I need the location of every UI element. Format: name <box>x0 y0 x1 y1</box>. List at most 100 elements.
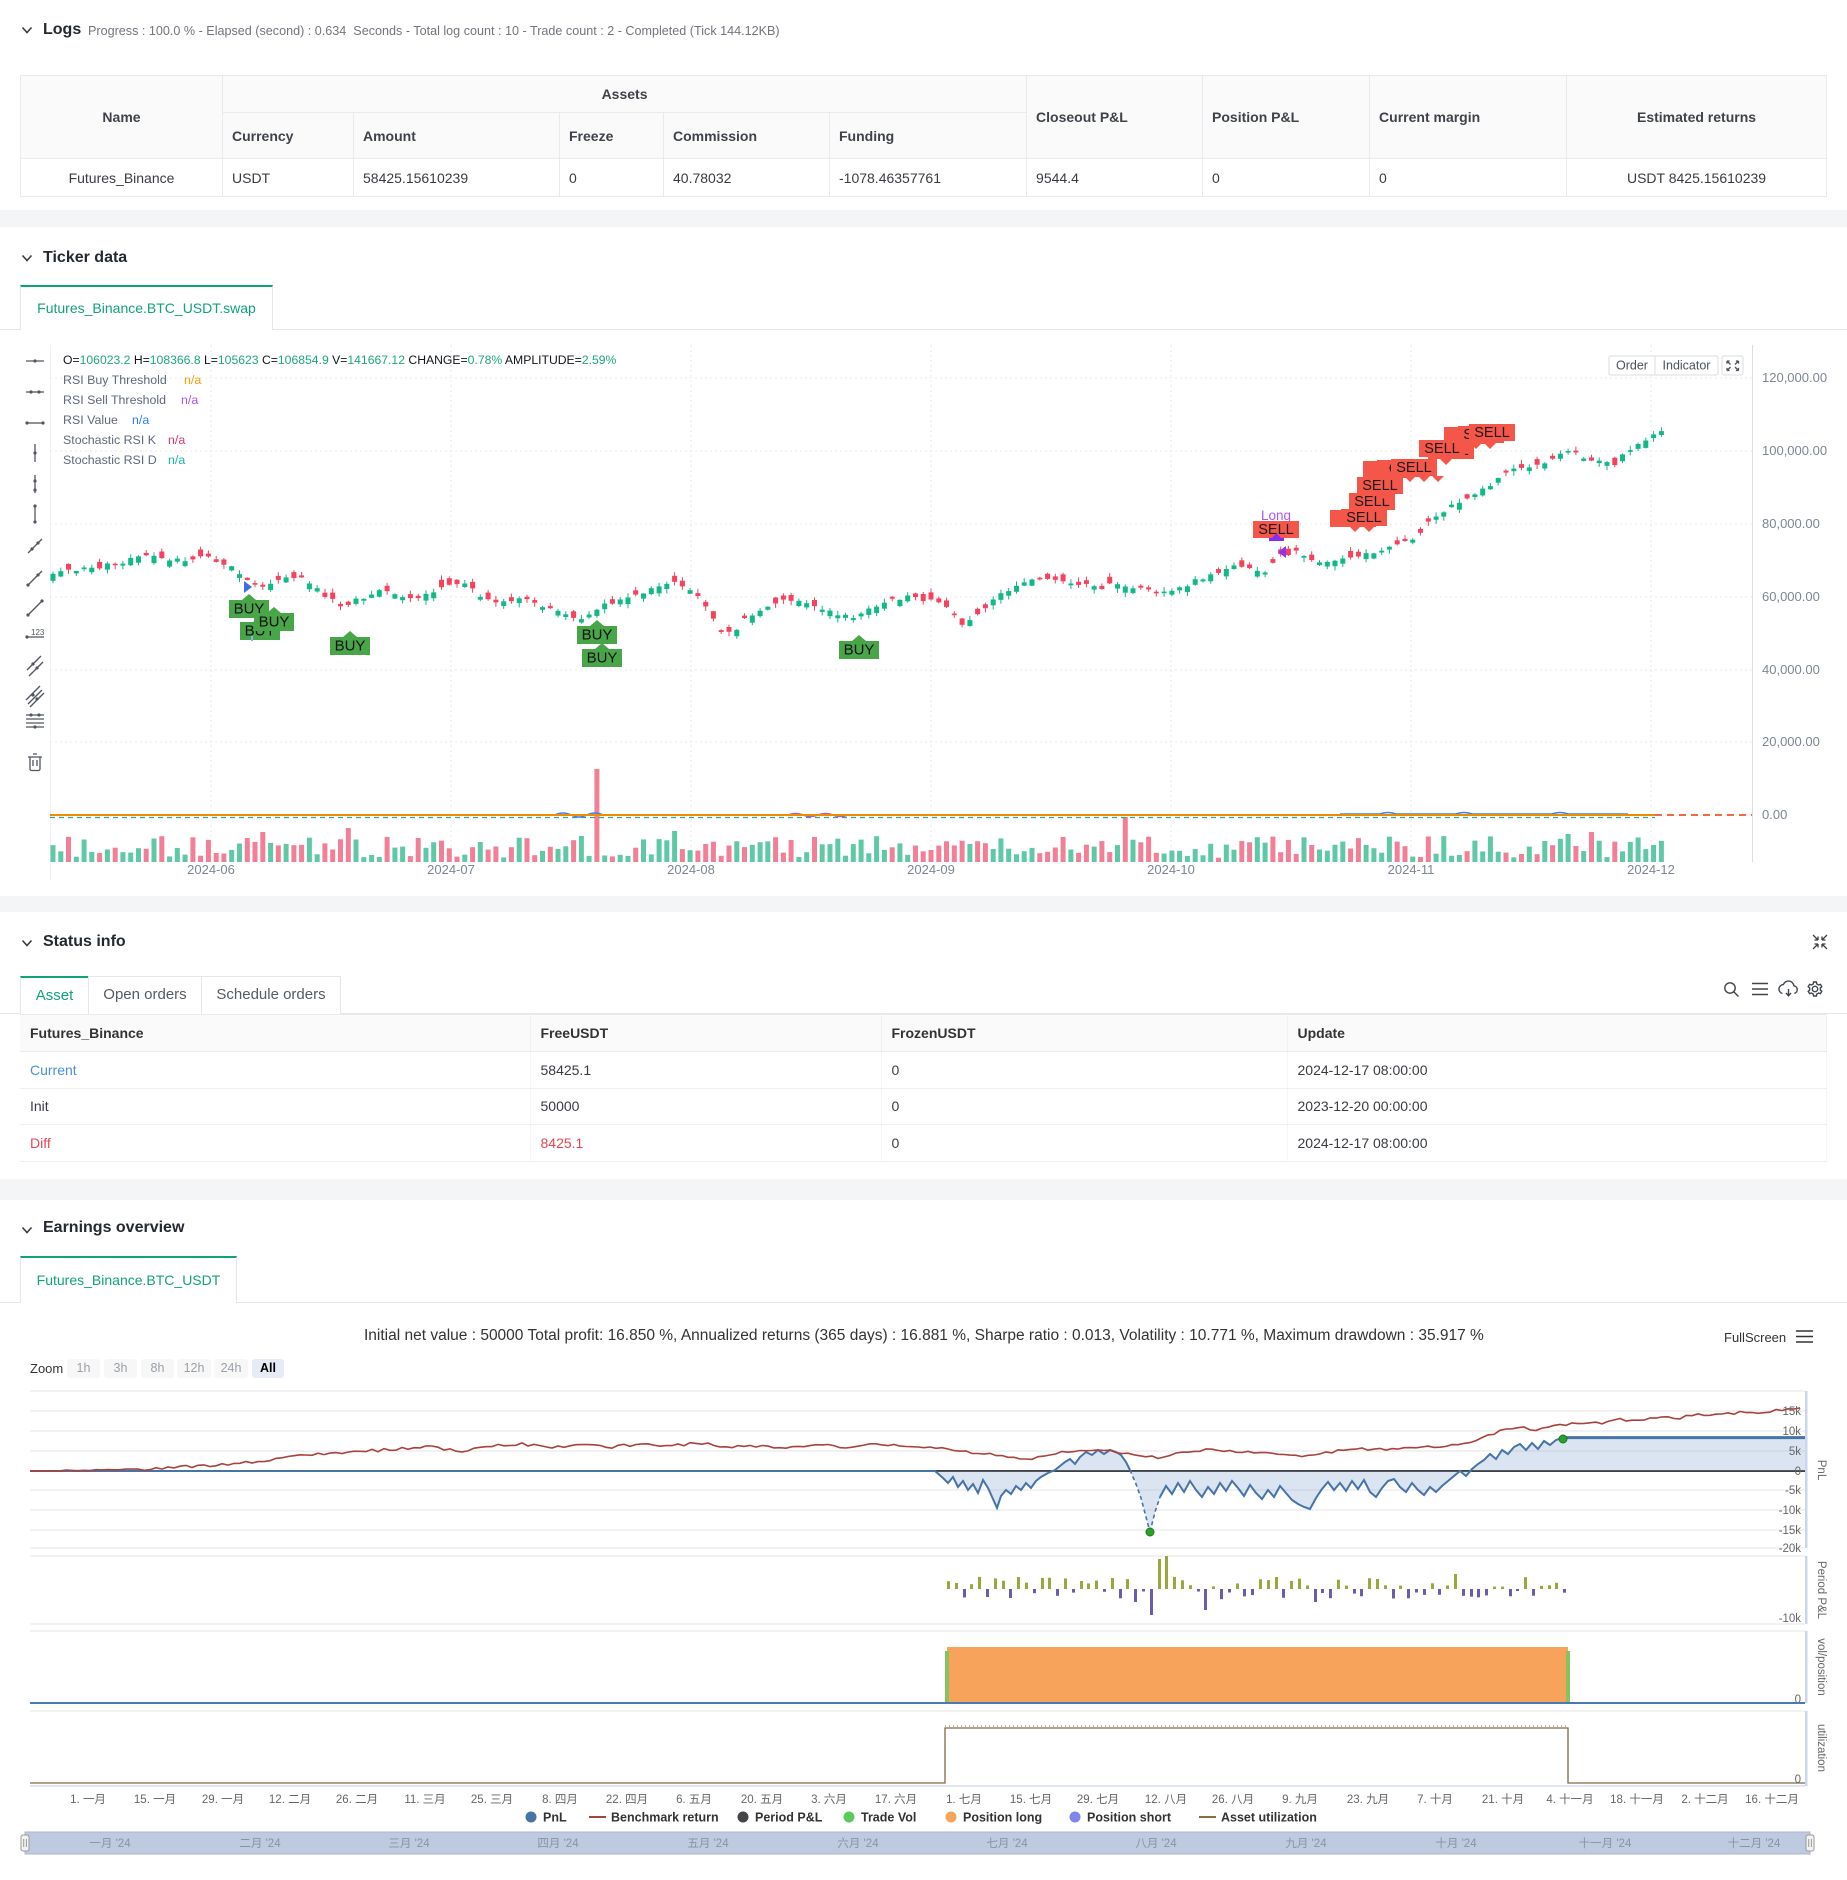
svg-text:一月 '24: 一月 '24 <box>89 1838 131 1850</box>
svg-text:SELL: SELL <box>1354 494 1389 510</box>
svg-text:0: 0 <box>1795 1774 1801 1786</box>
svg-text:十一月 '24: 十一月 '24 <box>1579 1836 1632 1850</box>
svg-text:4. 十一月: 4. 十一月 <box>1546 1792 1593 1806</box>
svg-text:SELL: SELL <box>1346 510 1381 526</box>
svg-text:20. 五月: 20. 五月 <box>741 1794 783 1806</box>
svg-text:RSI Sell Threshold: RSI Sell Threshold <box>63 393 166 407</box>
svg-text:15k: 15k <box>1782 1406 1801 1418</box>
svg-text:10k: 10k <box>1782 1426 1801 1438</box>
svg-text:Long: Long <box>1261 508 1291 523</box>
svg-text:BUY: BUY <box>844 642 875 659</box>
svg-text:2024-09: 2024-09 <box>907 862 955 877</box>
svg-text:16. 十二月: 16. 十二月 <box>1745 1792 1799 1806</box>
svg-text:n/a: n/a <box>168 433 185 447</box>
svg-text:23. 九月: 23. 九月 <box>1347 1793 1389 1806</box>
svg-text:100,000.00: 100,000.00 <box>1762 443 1827 458</box>
svg-text:BUY: BUY <box>582 627 613 644</box>
svg-text:15. 一月: 15. 一月 <box>134 1794 176 1806</box>
svg-text:vol/position: vol/position <box>1815 1638 1827 1696</box>
svg-text:2024-07: 2024-07 <box>427 862 475 877</box>
svg-text:22. 四月: 22. 四月 <box>606 1794 648 1806</box>
svg-text:60,000.00: 60,000.00 <box>1762 589 1820 604</box>
svg-text:29. 七月: 29. 七月 <box>1077 1793 1119 1806</box>
svg-text:四月 '24: 四月 '24 <box>537 1838 579 1850</box>
svg-text:RSI Buy Threshold: RSI Buy Threshold <box>63 373 167 387</box>
svg-text:5k: 5k <box>1789 1446 1801 1458</box>
svg-text:1. 一月: 1. 一月 <box>70 1794 106 1806</box>
svg-text:Position long: Position long <box>963 1811 1042 1825</box>
svg-text:6. 五月: 6. 五月 <box>676 1794 712 1806</box>
svg-text:Stochastic RSI D: Stochastic RSI D <box>63 453 157 467</box>
svg-text:十二月 '24: 十二月 '24 <box>1728 1836 1781 1850</box>
svg-text:40,000.00: 40,000.00 <box>1762 662 1820 677</box>
svg-text:21. 十月: 21. 十月 <box>1482 1792 1524 1806</box>
svg-text:BUY: BUY <box>259 614 290 631</box>
svg-text:8. 四月: 8. 四月 <box>542 1794 578 1806</box>
svg-text:26. 二月: 26. 二月 <box>336 1794 378 1806</box>
svg-text:80,000.00: 80,000.00 <box>1762 516 1820 531</box>
svg-text:0.00: 0.00 <box>1762 807 1787 822</box>
svg-text:120,000.00: 120,000.00 <box>1762 370 1827 385</box>
svg-text:八月 '24: 八月 '24 <box>1135 1838 1177 1850</box>
svg-text:n/a: n/a <box>181 393 198 407</box>
svg-text:Order: Order <box>1616 359 1648 373</box>
svg-text:3. 六月: 3. 六月 <box>811 1793 847 1806</box>
svg-text:26. 八月: 26. 八月 <box>1212 1794 1254 1806</box>
svg-text:2024-08: 2024-08 <box>667 862 715 877</box>
svg-text:三月 '24: 三月 '24 <box>388 1838 430 1850</box>
svg-text:7. 十月: 7. 十月 <box>1417 1792 1453 1806</box>
svg-text:2024-11: 2024-11 <box>1388 862 1435 877</box>
svg-text:五月 '24: 五月 '24 <box>687 1838 729 1850</box>
svg-text:2024-06: 2024-06 <box>187 862 235 877</box>
svg-text:-5k: -5k <box>1785 1485 1801 1497</box>
svg-text:20,000.00: 20,000.00 <box>1762 734 1820 749</box>
svg-text:SELL: SELL <box>1396 460 1431 476</box>
svg-text:RSI Value: RSI Value <box>63 413 118 427</box>
svg-text:12. 二月: 12. 二月 <box>269 1794 311 1806</box>
svg-text:utilization: utilization <box>1815 1724 1827 1772</box>
svg-text:Benchmark return: Benchmark return <box>611 1811 719 1825</box>
svg-text:Stochastic RSI K: Stochastic RSI K <box>63 433 157 447</box>
svg-text:0: 0 <box>1795 1466 1801 1478</box>
svg-text:18. 十一月: 18. 十一月 <box>1610 1792 1664 1806</box>
svg-text:15. 七月: 15. 七月 <box>1010 1793 1052 1806</box>
svg-text:2024-12: 2024-12 <box>1627 862 1675 877</box>
svg-text:n/a: n/a <box>184 373 201 387</box>
svg-text:Asset utilization: Asset utilization <box>1221 1811 1317 1825</box>
svg-text:11. 三月: 11. 三月 <box>404 1794 445 1806</box>
svg-text:十月 '24: 十月 '24 <box>1435 1836 1477 1850</box>
svg-text:Period P&L: Period P&L <box>1815 1561 1827 1620</box>
svg-text:Period P&L: Period P&L <box>755 1811 823 1825</box>
svg-text:n/a: n/a <box>132 413 149 427</box>
svg-text:六月 '24: 六月 '24 <box>837 1837 879 1850</box>
svg-text:123: 123 <box>31 628 45 637</box>
svg-text:O=106023.2 H=108366.8 L=105623: O=106023.2 H=108366.8 L=105623 C=106854.… <box>63 353 617 367</box>
svg-text:2024-10: 2024-10 <box>1147 862 1195 877</box>
svg-text:n/a: n/a <box>168 453 185 467</box>
svg-text:Trade Vol: Trade Vol <box>861 1811 916 1825</box>
svg-text:PnL: PnL <box>543 1811 567 1825</box>
svg-text:1. 七月: 1. 七月 <box>946 1793 982 1806</box>
svg-text:29. 一月: 29. 一月 <box>202 1794 244 1806</box>
svg-text:9. 九月: 9. 九月 <box>1282 1793 1318 1806</box>
svg-text:-10k: -10k <box>1779 1613 1802 1625</box>
svg-text:七月 '24: 七月 '24 <box>986 1837 1028 1850</box>
svg-text:二月 '24: 二月 '24 <box>239 1838 281 1850</box>
svg-text:九月 '24: 九月 '24 <box>1285 1837 1327 1850</box>
svg-text:PnL: PnL <box>1815 1460 1827 1481</box>
svg-text:-20k: -20k <box>1779 1543 1802 1555</box>
svg-text:SELL: SELL <box>1424 441 1459 457</box>
svg-text:SELL: SELL <box>1474 425 1509 441</box>
svg-text:SELL: SELL <box>1362 478 1397 494</box>
svg-text:0: 0 <box>1795 1694 1801 1706</box>
svg-text:-10k: -10k <box>1779 1505 1802 1517</box>
svg-text:Indicator: Indicator <box>1663 359 1711 373</box>
svg-text:BUY: BUY <box>335 638 366 655</box>
svg-text:25. 三月: 25. 三月 <box>471 1794 513 1806</box>
svg-text:2. 十二月: 2. 十二月 <box>1681 1792 1728 1806</box>
svg-text:SELL: SELL <box>1258 522 1293 538</box>
svg-text:17. 六月: 17. 六月 <box>875 1793 917 1806</box>
svg-text:BUY: BUY <box>587 650 618 667</box>
svg-text:Position short: Position short <box>1087 1811 1172 1825</box>
svg-text:-15k: -15k <box>1779 1525 1802 1537</box>
